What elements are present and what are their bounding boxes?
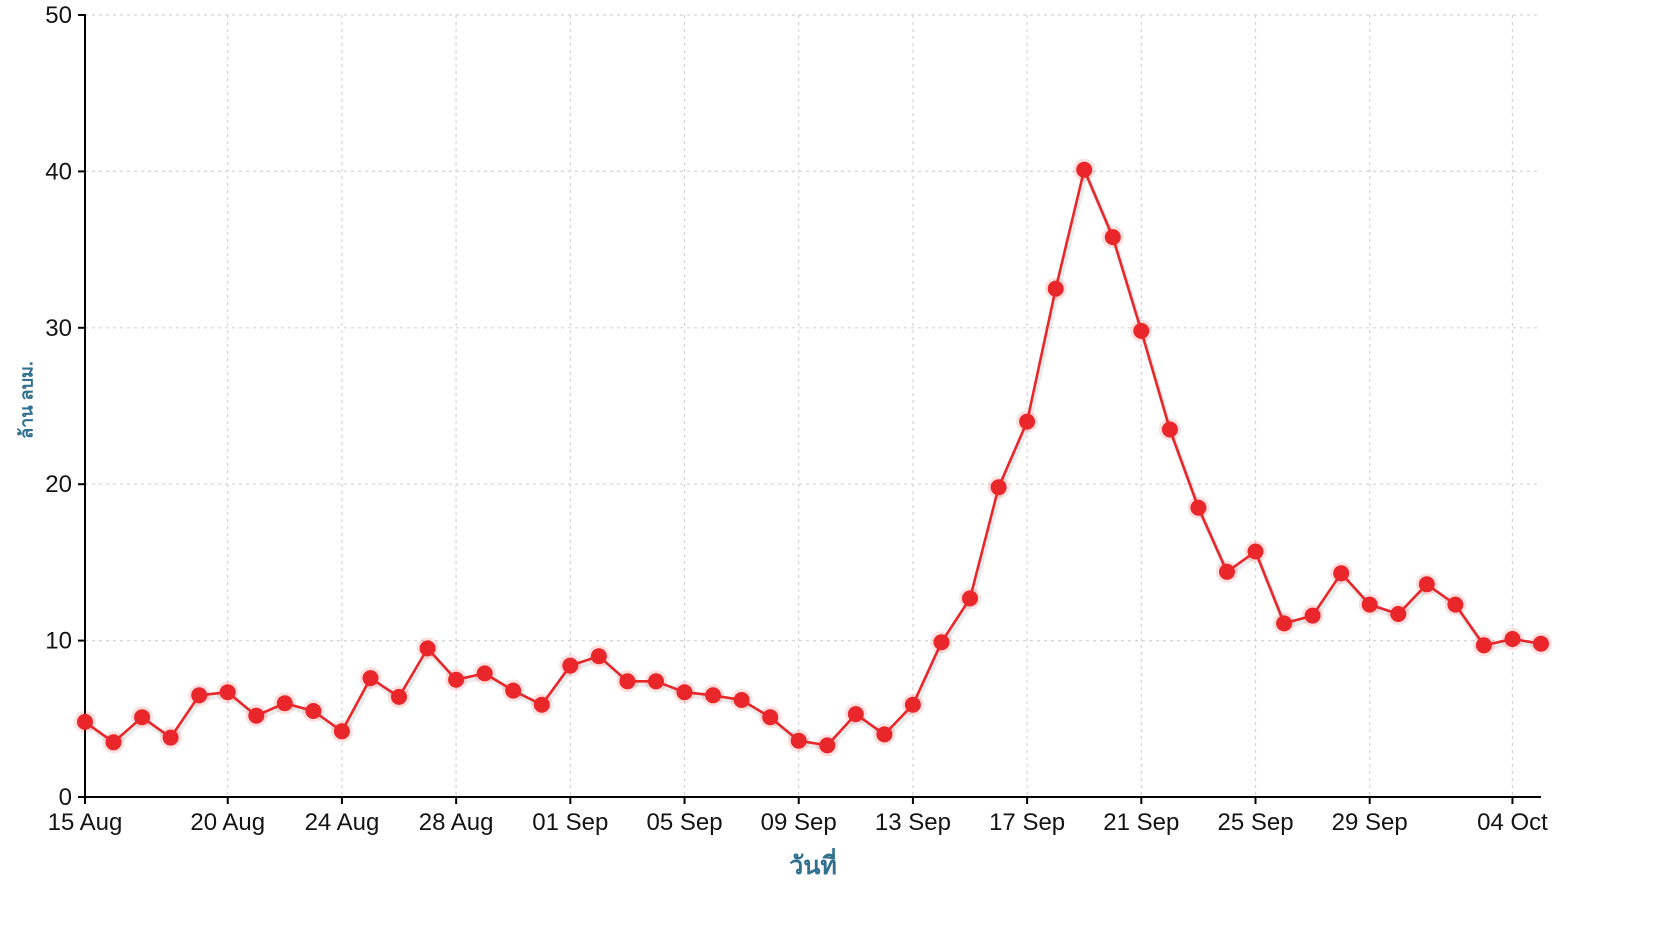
x-tick-label: 28 Aug	[419, 809, 494, 836]
y-tick-label: 10	[45, 628, 72, 655]
data-point[interactable]	[476, 665, 493, 682]
data-point[interactable]	[590, 648, 607, 665]
x-tick-label: 17 Sep	[989, 809, 1065, 836]
x-tick-label: 04 Oct	[1477, 809, 1548, 836]
data-point[interactable]	[1447, 596, 1464, 613]
data-point[interactable]	[1133, 322, 1150, 339]
data-point[interactable]	[562, 657, 579, 674]
data-point[interactable]	[1047, 280, 1064, 297]
data-point[interactable]	[904, 696, 921, 713]
x-tick-label: 13 Sep	[875, 809, 951, 836]
data-point[interactable]	[1504, 631, 1521, 647]
data-point[interactable]	[533, 696, 550, 713]
data-point[interactable]	[705, 687, 722, 704]
y-axis-title: ล้าน ลบม.	[16, 361, 37, 439]
data-point[interactable]	[847, 706, 864, 723]
x-tick-label: 20 Aug	[190, 809, 265, 836]
data-point[interactable]	[990, 479, 1007, 496]
data-point[interactable]	[1361, 596, 1378, 613]
data-point[interactable]	[191, 687, 208, 704]
data-point[interactable]	[333, 723, 350, 740]
x-tick-label: 15 Aug	[48, 809, 123, 836]
data-point[interactable]	[1333, 565, 1350, 582]
data-point[interactable]	[276, 695, 293, 712]
data-point[interactable]	[933, 634, 950, 651]
y-tick-label: 40	[45, 158, 72, 185]
data-point[interactable]	[391, 688, 407, 705]
data-point[interactable]	[419, 640, 436, 657]
data-point[interactable]	[876, 726, 893, 743]
y-tick-label: 30	[45, 315, 72, 342]
data-point[interactable]	[1304, 607, 1321, 624]
data-point[interactable]	[362, 670, 379, 687]
series-line-shadow	[85, 164, 1543, 752]
data-point[interactable]	[1475, 637, 1492, 654]
data-point[interactable]	[1533, 635, 1549, 652]
data-point[interactable]	[1161, 421, 1178, 438]
data-point[interactable]	[676, 684, 693, 701]
x-tick-label: 24 Aug	[305, 809, 380, 836]
data-point[interactable]	[505, 682, 522, 699]
data-point[interactable]	[305, 703, 322, 719]
data-point[interactable]	[105, 734, 122, 751]
data-point[interactable]	[1247, 543, 1264, 560]
data-point[interactable]	[1418, 576, 1435, 593]
data-point[interactable]	[733, 692, 750, 708]
data-point[interactable]	[619, 673, 636, 690]
data-point[interactable]	[1219, 563, 1235, 580]
y-tick-label: 20	[45, 471, 72, 498]
data-point[interactable]	[162, 729, 179, 746]
data-point[interactable]	[248, 707, 265, 724]
data-point[interactable]	[77, 713, 93, 730]
data-point[interactable]	[1190, 499, 1207, 516]
data-point[interactable]	[1076, 161, 1093, 178]
data-point[interactable]	[1276, 615, 1293, 632]
data-point[interactable]	[790, 732, 807, 749]
x-tick-label: 05 Sep	[646, 809, 722, 836]
data-point[interactable]	[762, 709, 779, 726]
data-point[interactable]	[962, 590, 978, 607]
y-tick-label: 50	[45, 2, 72, 29]
data-point[interactable]	[1019, 413, 1036, 430]
x-axis-title: วันที่	[789, 852, 837, 880]
data-point[interactable]	[448, 671, 465, 688]
x-tick-label: 09 Sep	[761, 809, 837, 836]
data-point[interactable]	[219, 684, 236, 701]
x-tick-label: 25 Sep	[1217, 809, 1293, 836]
data-point[interactable]	[819, 737, 836, 754]
series-line	[84, 168, 1542, 747]
data-point[interactable]	[1104, 229, 1121, 246]
x-tick-label: 01 Sep	[532, 809, 608, 836]
data-point[interactable]	[134, 709, 151, 726]
x-tick-label: 29 Sep	[1332, 809, 1408, 836]
data-point[interactable]	[1390, 606, 1407, 622]
x-tick-label: 21 Sep	[1103, 809, 1179, 836]
y-tick-label: 0	[59, 784, 72, 811]
data-point[interactable]	[648, 673, 664, 690]
